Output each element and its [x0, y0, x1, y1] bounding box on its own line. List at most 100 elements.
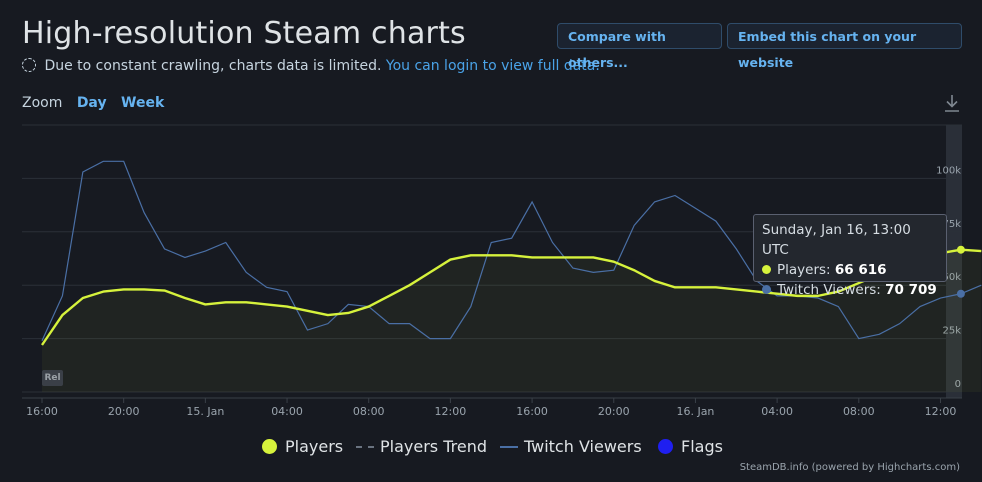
twitch-point[interactable] — [225, 242, 227, 244]
players-point[interactable] — [654, 280, 656, 282]
twitch-point[interactable] — [470, 306, 472, 308]
players-point[interactable] — [225, 301, 227, 303]
players-point[interactable] — [552, 257, 554, 259]
twitch-point[interactable] — [62, 295, 64, 297]
players-point[interactable] — [490, 254, 492, 256]
twitch-point[interactable] — [899, 323, 901, 325]
tooltip-players-label: Players: — [777, 262, 831, 278]
players-point[interactable] — [184, 297, 186, 299]
players-point[interactable] — [143, 289, 145, 291]
twitch-point[interactable] — [531, 201, 533, 203]
players-point[interactable] — [266, 304, 268, 306]
twitch-point[interactable] — [490, 242, 492, 244]
players-point[interactable] — [82, 297, 84, 299]
players-point[interactable] — [633, 269, 635, 271]
legend-players[interactable]: Players — [262, 437, 343, 456]
legend-twitch[interactable]: Twitch Viewers — [500, 437, 642, 456]
players-point[interactable] — [715, 287, 717, 289]
players-point[interactable] — [956, 245, 965, 254]
twitch-point[interactable] — [572, 267, 574, 269]
twitch-point[interactable] — [245, 272, 247, 274]
twitch-point[interactable] — [368, 306, 370, 308]
players-point[interactable] — [205, 304, 207, 306]
twitch-point[interactable] — [327, 323, 329, 325]
twitch-point[interactable] — [838, 306, 840, 308]
download-icon[interactable] — [942, 93, 962, 113]
players-point[interactable] — [245, 301, 247, 303]
players-point[interactable] — [572, 257, 574, 259]
twitch-point[interactable] — [123, 161, 125, 163]
players-point[interactable] — [470, 254, 472, 256]
legend-trend[interactable]: Players Trend — [356, 437, 487, 456]
players-point[interactable] — [286, 306, 288, 308]
twitch-point[interactable] — [266, 287, 268, 289]
twitch-point[interactable] — [735, 248, 737, 250]
twitch-point[interactable] — [919, 306, 921, 308]
players-point[interactable] — [388, 295, 390, 297]
players-point[interactable] — [511, 254, 513, 256]
twitch-point[interactable] — [940, 297, 942, 299]
players-point[interactable] — [613, 261, 615, 263]
zoom-week-button[interactable]: Week — [121, 95, 165, 111]
players-point[interactable] — [531, 257, 533, 259]
twitch-point[interactable] — [878, 334, 880, 336]
players-point[interactable] — [62, 314, 64, 316]
x-tick-label: 16:00 — [516, 405, 548, 418]
flag-marker[interactable]: Rel — [42, 370, 63, 386]
players-point[interactable] — [102, 291, 104, 293]
twitch-legend-icon — [500, 445, 518, 448]
twitch-point[interactable] — [956, 289, 965, 298]
embed-button[interactable]: Embed this chart on your website — [727, 23, 962, 70]
x-tick-label: 20:00 — [598, 405, 630, 418]
login-link[interactable]: You can login to view full data. — [385, 58, 600, 74]
twitch-point[interactable] — [633, 225, 635, 227]
y-axis: 0 25k 50k 75k 100k — [936, 165, 961, 390]
players-point[interactable] — [593, 257, 595, 259]
x-tick-label: 20:00 — [108, 405, 140, 418]
twitch-point[interactable] — [674, 195, 676, 197]
players-point[interactable] — [307, 310, 309, 312]
twitch-point[interactable] — [143, 212, 145, 214]
twitch-point[interactable] — [409, 323, 411, 325]
players-point[interactable] — [409, 284, 411, 286]
tooltip-twitch-value: 70 709 — [885, 282, 937, 298]
zoom-day-button[interactable]: Day — [76, 95, 107, 111]
twitch-point[interactable] — [82, 171, 84, 173]
players-point[interactable] — [450, 259, 452, 261]
legend-flags-label: Flags — [681, 437, 723, 456]
players-area — [42, 249, 982, 392]
players-point[interactable] — [164, 290, 166, 292]
players-point[interactable] — [674, 287, 676, 289]
compare-button[interactable]: Compare with others... — [557, 23, 722, 70]
twitch-point[interactable] — [164, 248, 166, 250]
x-tick-label: 04:00 — [271, 405, 303, 418]
twitch-point[interactable] — [286, 291, 288, 293]
legend-flags[interactable]: Flags — [658, 437, 723, 456]
twitch-point[interactable] — [552, 242, 554, 244]
twitch-point[interactable] — [41, 340, 43, 342]
twitch-point[interactable] — [450, 338, 452, 340]
twitch-point[interactable] — [858, 338, 860, 340]
players-point[interactable] — [123, 289, 125, 291]
series-layer — [41, 160, 982, 392]
twitch-point[interactable] — [654, 201, 656, 203]
twitch-point[interactable] — [695, 208, 697, 210]
players-point[interactable] — [348, 312, 350, 314]
twitch-point[interactable] — [511, 237, 513, 239]
players-point[interactable] — [327, 314, 329, 316]
twitch-point[interactable] — [205, 250, 207, 252]
twitch-point[interactable] — [307, 329, 309, 331]
players-point[interactable] — [735, 289, 737, 291]
players-point[interactable] — [756, 291, 758, 293]
players-point[interactable] — [41, 344, 43, 346]
twitch-point[interactable] — [429, 338, 431, 340]
twitch-point[interactable] — [348, 304, 350, 306]
twitch-point[interactable] — [102, 161, 104, 163]
twitch-point[interactable] — [715, 220, 717, 222]
twitch-point[interactable] — [184, 257, 186, 259]
twitch-point[interactable] — [613, 269, 615, 271]
players-point[interactable] — [429, 272, 431, 274]
twitch-point[interactable] — [593, 272, 595, 274]
twitch-point[interactable] — [388, 323, 390, 325]
players-point[interactable] — [695, 287, 697, 289]
